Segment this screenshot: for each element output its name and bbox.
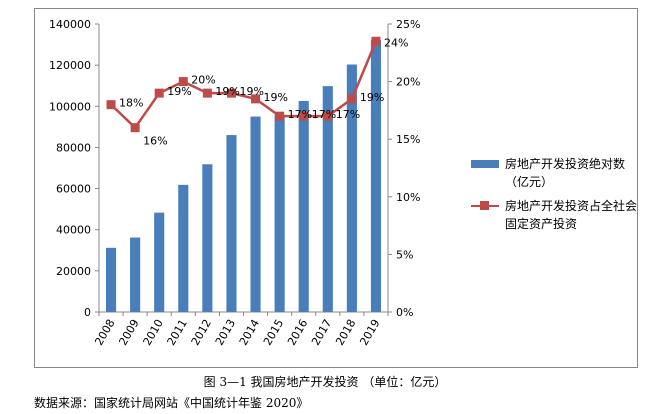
line-data-label: 17%: [312, 108, 336, 121]
y-tick-label-right: 10%: [396, 191, 420, 204]
line-data-label: 19%: [264, 91, 288, 104]
line-data-label: 18%: [119, 97, 143, 110]
y-tick-label-left: 0: [84, 306, 91, 319]
legend-line-label-line1: 房地产开发投资占全社会: [505, 199, 638, 213]
line-marker: [299, 111, 309, 121]
legend-bar-label-line2: （亿元）: [505, 175, 554, 189]
bar: [298, 100, 309, 313]
y-tick-label-left: 100000: [49, 100, 91, 113]
y-tick-label-right: 25%: [396, 18, 420, 31]
x-tick-label: 2019: [357, 317, 382, 348]
y-tick-label-right: 0%: [396, 306, 413, 319]
x-tick-label: 2010: [141, 317, 166, 348]
line-marker: [371, 36, 381, 46]
x-tick-label: 2017: [309, 317, 334, 348]
figure-caption: 图 3—1 我国房地产开发投资 （单位：亿元）: [203, 375, 447, 389]
line-marker: [178, 77, 188, 87]
line-marker: [226, 88, 236, 98]
line-marker: [275, 111, 285, 121]
line-data-label: 19%: [167, 85, 191, 98]
y-tick-label-left: 140000: [49, 18, 91, 31]
bar: [130, 237, 141, 312]
bar: [274, 114, 285, 312]
legend-bar-swatch: [471, 160, 499, 168]
line-marker: [106, 100, 116, 110]
bar: [370, 40, 382, 312]
x-tick-label: 2008: [92, 317, 117, 348]
bar: [202, 164, 213, 312]
line-marker: [347, 94, 357, 104]
y-tick-label-left: 20000: [56, 265, 91, 278]
chart-frame: 0 20000 40000 60000 80000 100000 120000 140000 0…: [34, 8, 638, 368]
y-tick-label-left: 120000: [49, 59, 91, 72]
x-tick-label: 2014: [237, 317, 262, 348]
legend-bar-label-line1: 房地产开发投资绝对数: [505, 157, 626, 171]
x-tick-label: 2015: [261, 317, 286, 348]
x-tick-label: 2016: [285, 317, 310, 348]
bar: [105, 247, 117, 312]
line-data-label: 16%: [143, 135, 167, 148]
bar: [346, 64, 357, 312]
y-tick-label-right: 5%: [396, 248, 413, 261]
legend-bar-label: 房地产开发投资绝对数 （亿元）: [505, 155, 650, 191]
line-marker: [202, 88, 212, 98]
line-data-label: 19%: [239, 85, 263, 98]
x-tick-label: 2013: [213, 317, 238, 348]
bar: [322, 86, 333, 312]
legend-line-label-line2: 固定资产投资: [505, 217, 578, 231]
x-tick-label: 2012: [189, 317, 214, 348]
legend-item-line: 房地产开发投资占全社会 固定资产投资: [471, 197, 650, 233]
chart-plot: 0 20000 40000 60000 80000 100000 120000 140000 0…: [49, 18, 420, 348]
bar: [154, 212, 165, 312]
x-tick-label: 2018: [333, 317, 358, 348]
y-tick-label-left: 60000: [56, 183, 91, 196]
y-tick-label-left: 40000: [56, 224, 91, 237]
bar: [226, 135, 237, 312]
legend: 房地产开发投资绝对数 （亿元） 房地产开发投资占全社会 固定资产投资: [471, 155, 650, 239]
bar: [178, 184, 189, 312]
line-marker: [130, 123, 140, 133]
y-tick-label-left: 80000: [56, 141, 91, 154]
legend-item-bar: 房地产开发投资绝对数 （亿元）: [471, 155, 650, 191]
line-data-label: 17%: [288, 108, 312, 121]
line-data-label: 24%: [384, 36, 408, 49]
bar: [250, 116, 261, 312]
line-marker: [251, 94, 261, 104]
x-tick-label: 2011: [165, 317, 190, 348]
y-tick-label-right: 15%: [396, 133, 420, 146]
legend-line-label: 房地产开发投资占全社会 固定资产投资: [505, 197, 650, 233]
line-marker: [154, 88, 164, 98]
line-marker: [323, 111, 333, 121]
line-data-label: 17%: [336, 108, 360, 121]
line-data-label: 19%: [360, 91, 384, 104]
data-source: 数据来源：国家统计局网站《中国统计年鉴 2020》: [34, 396, 309, 410]
line-data-label: 19%: [215, 85, 239, 98]
legend-line-swatch: [471, 197, 499, 215]
line-data-label: 20%: [191, 74, 215, 87]
y-tick-label-right: 20%: [396, 76, 420, 89]
x-tick-label: 2009: [116, 317, 141, 348]
